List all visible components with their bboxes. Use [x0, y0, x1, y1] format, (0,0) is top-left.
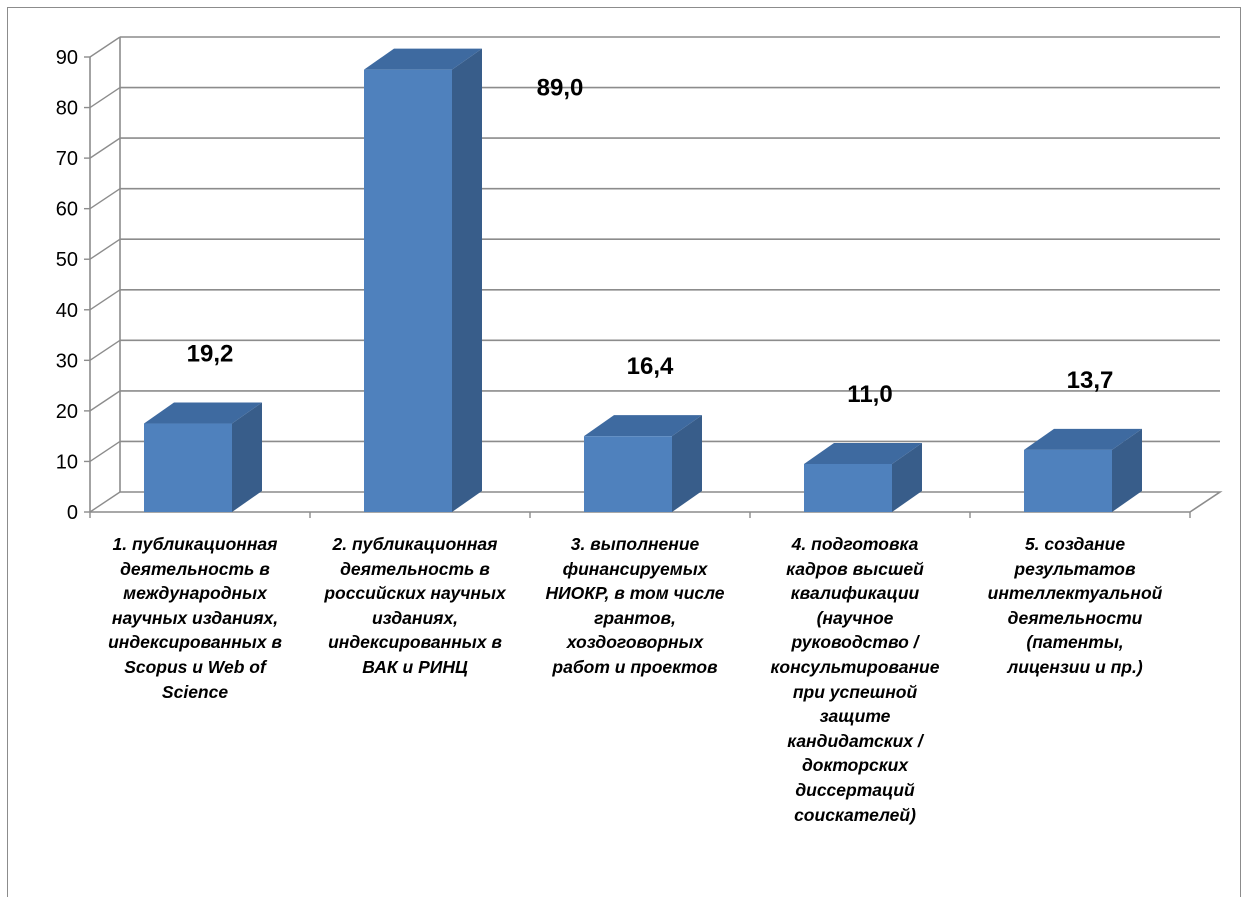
bar: [584, 415, 702, 512]
data-label: 16,4: [627, 353, 674, 380]
gridline-side: [89, 289, 121, 311]
bar-front: [1024, 449, 1112, 512]
bar: [804, 442, 922, 512]
bar: [364, 48, 482, 513]
x-category-label: 2. публикационная деятельность в российс…: [324, 534, 506, 677]
bar-top: [804, 442, 922, 464]
gridline-side: [89, 188, 121, 210]
bar-front: [584, 436, 672, 512]
gridline-side: [89, 339, 121, 361]
bars: [144, 48, 1142, 513]
bar: [144, 402, 262, 512]
y-axis-ticks: 0 10 20 30 40 50 60 70 80 90: [56, 47, 78, 524]
bar-side: [892, 442, 922, 512]
data-label: 13,7: [1067, 367, 1114, 394]
y-tick-label: 60: [56, 199, 78, 221]
bar-top: [144, 402, 262, 424]
chart-frame: [7, 7, 1241, 897]
gridline-side: [89, 137, 121, 159]
bar-top: [584, 415, 702, 437]
gridline-side: [89, 36, 121, 58]
data-label: 19,2: [187, 341, 234, 368]
y-tick-label: 10: [56, 451, 78, 473]
y-tick-label: 40: [56, 300, 78, 322]
bar-front: [804, 463, 892, 512]
x-category-label: 4. подготовка кадров высшей квалификации…: [770, 534, 940, 825]
y-tick-label: 0: [67, 502, 78, 524]
data-label: 89,0: [537, 75, 584, 102]
x-category-label: 5. создание результатов интеллектуальной…: [987, 534, 1163, 677]
bar-front: [364, 69, 452, 512]
y-tick-label: 70: [56, 148, 78, 170]
bar-side: [672, 415, 702, 512]
gridline-side: [89, 440, 121, 463]
bar-top: [364, 48, 482, 70]
data-label: 11,0: [847, 381, 892, 408]
x-category-label: 1. публикационная деятельность в междуна…: [108, 534, 282, 702]
bar-side: [232, 402, 262, 512]
gridline-side: [89, 238, 121, 260]
gridline-side: [89, 491, 121, 513]
gridline-side: [89, 86, 121, 109]
bar-top: [1024, 428, 1142, 450]
data-labels: 19,2 89,0 16,4 11,0 13,7: [187, 75, 1114, 408]
y-tick-label: 80: [56, 98, 78, 120]
x-category-label: 3. выполнение финансируемых НИОКР, в том…: [545, 534, 725, 677]
gridline-side: [89, 390, 121, 412]
bar-side: [452, 48, 482, 513]
y-tick-label: 90: [56, 47, 78, 69]
y-tick-label: 50: [56, 249, 78, 271]
y-tick-label: 20: [56, 401, 78, 423]
bar-side: [1112, 428, 1142, 512]
y-tick-label: 30: [56, 350, 78, 372]
bar: [1024, 428, 1142, 512]
bar-front: [144, 423, 232, 512]
